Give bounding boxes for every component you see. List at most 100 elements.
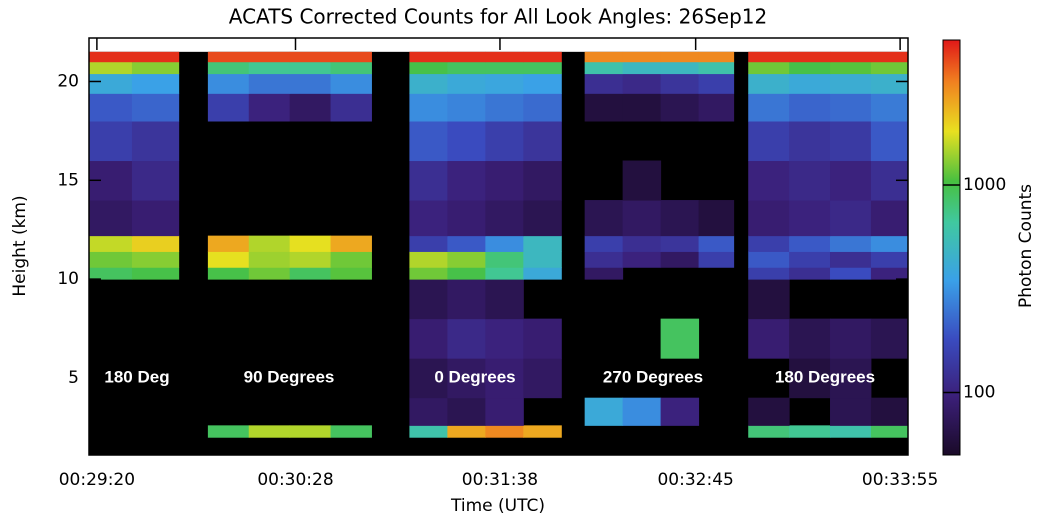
heatmap-cell (748, 93, 789, 121)
heatmap-cell (290, 93, 331, 121)
heatmap-cell (661, 319, 699, 359)
y-tick-label: 5 (68, 368, 79, 388)
heatmap-cell (409, 251, 447, 267)
annotation: 0 Degrees (434, 367, 515, 386)
heatmap-cell (523, 52, 561, 62)
heatmap-cell (623, 62, 661, 74)
x-tick-label: 00:29:20 (59, 470, 135, 490)
heatmap-cell (830, 74, 871, 94)
heatmap-cell (523, 267, 561, 279)
heatmap-cell (331, 52, 372, 62)
x-tick-label: 00:32:45 (657, 470, 733, 490)
heatmap-cell (409, 52, 447, 62)
heatmap-cell (132, 161, 179, 201)
heatmap-cell (661, 93, 699, 121)
heatmap-cell (447, 319, 485, 359)
heatmap-cell (132, 62, 179, 74)
heatmap-cell (485, 74, 523, 94)
heatmap-cell (871, 236, 909, 252)
heatmap-cell (89, 74, 132, 94)
heatmap-cell (748, 121, 789, 161)
heatmap-cell (485, 200, 523, 236)
heatmap-cell (623, 200, 661, 236)
heatmap-cell (871, 74, 909, 94)
heatmap-cell (249, 74, 290, 94)
heatmap-cell (331, 425, 372, 437)
chart-title: ACATS Corrected Counts for All Look Angl… (229, 5, 767, 29)
heatmap-cell (409, 93, 447, 121)
heatmap-cell (585, 52, 623, 62)
heatmap-cell (249, 62, 290, 74)
heatmap-cell (249, 251, 290, 267)
heatmap-cell (871, 267, 909, 279)
annotation: 180 Degrees (775, 367, 875, 386)
heatmap-cell (523, 62, 561, 74)
heatmap-cell (409, 161, 447, 201)
heatmap-cell (89, 236, 132, 252)
heatmap-cell (208, 93, 249, 121)
heatmap-cell (331, 236, 372, 252)
heatmap-cell (871, 425, 909, 437)
heatmap-cell (523, 358, 561, 398)
heatmap-cell (661, 398, 699, 426)
heatmap-cell (789, 251, 830, 267)
heatmap-cell (585, 267, 623, 279)
heatmap-cell (585, 74, 623, 94)
heatmap-cell (523, 251, 561, 267)
heatmap-cell (485, 62, 523, 74)
heatmap-cell (290, 74, 331, 94)
heatmap-cell (623, 93, 661, 121)
heatmap-cell (447, 93, 485, 121)
heatmap-cell (871, 398, 909, 426)
heatmap-cell (789, 161, 830, 201)
heatmap-cell (661, 200, 699, 236)
heatmap-cell (485, 267, 523, 279)
heatmap-cell (249, 93, 290, 121)
heatmap-cell (331, 74, 372, 94)
heatmap-cell (447, 121, 485, 161)
heatmap-cell (748, 62, 789, 74)
heatmap-cell (871, 93, 909, 121)
heatmap-cell (789, 93, 830, 121)
heatmap-cell (290, 236, 331, 252)
heatmap-cell (623, 398, 661, 426)
heatmap-cell (871, 62, 909, 74)
heatmap-cell (748, 279, 789, 319)
heatmap-cell (485, 319, 523, 359)
heatmap-cell (585, 398, 623, 426)
heatmap-cell (699, 251, 735, 267)
heatmap-cell (208, 267, 249, 279)
heatmap-cell (523, 200, 561, 236)
heatmap-cell (89, 121, 132, 161)
heatmap-cell (132, 52, 179, 62)
heatmap-cell (409, 200, 447, 236)
heatmap-cell (748, 200, 789, 236)
heatmap-cell (830, 93, 871, 121)
heatmap-cell (132, 74, 179, 94)
heatmap-cell (89, 267, 132, 279)
heatmap-cell (409, 425, 447, 437)
heatmap-cell (585, 236, 623, 252)
heatmap-cell (830, 236, 871, 252)
heatmap-cell (523, 236, 561, 252)
heatmap-cell (409, 398, 447, 426)
y-axis-label: Height (km) (10, 195, 30, 296)
annotation: 270 Degrees (603, 367, 703, 386)
heatmap-cell (699, 200, 735, 236)
heatmap-cell (447, 398, 485, 426)
heatmap-cell (485, 425, 523, 437)
heatmap-cell (871, 319, 909, 359)
x-tick-label: 00:30:28 (257, 470, 333, 490)
heatmap-cell (447, 62, 485, 74)
heatmap-cell (485, 161, 523, 201)
heatmap-cell (523, 93, 561, 121)
heatmap-cell (748, 74, 789, 94)
heatmap-cell (623, 236, 661, 252)
heatmap-cell (249, 425, 290, 437)
heatmap-cell (789, 52, 830, 62)
heatmap-cell (523, 319, 561, 359)
heatmap-cell (748, 319, 789, 359)
heatmap-cell (132, 251, 179, 267)
heatmap-cell (409, 74, 447, 94)
